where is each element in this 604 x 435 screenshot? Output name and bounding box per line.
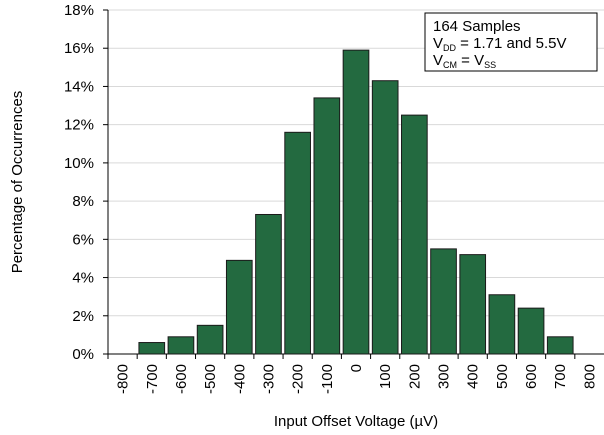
bar: [459, 254, 487, 355]
x-tick-label: 200: [406, 364, 423, 389]
y-tick-label: 16%: [64, 40, 94, 57]
bar: [546, 336, 574, 355]
bar: [371, 80, 399, 355]
bar: [517, 307, 545, 355]
y-tick-label: 8%: [72, 193, 94, 210]
y-tick-label: 2%: [72, 308, 94, 325]
bar: [255, 213, 282, 355]
x-tick-label: -800: [115, 364, 132, 394]
bar: [167, 336, 195, 355]
y-tick-label: 6%: [72, 231, 94, 248]
x-tick-label: 400: [465, 364, 482, 389]
x-tick-label: 100: [377, 364, 394, 389]
x-tick-label: 300: [436, 364, 453, 389]
subscript: CM: [443, 60, 457, 70]
text-segment: V: [433, 52, 443, 69]
x-tick-label: -300: [260, 364, 277, 394]
bar: [401, 114, 428, 355]
y-tick-label: 4%: [72, 270, 94, 287]
y-tick-label: 14%: [64, 78, 94, 95]
x-tick-label: 600: [523, 364, 540, 389]
x-tick-label: -700: [144, 364, 161, 394]
y-axis-label: Percentage of Occurrences: [9, 91, 26, 274]
bar: [225, 259, 253, 355]
bar: [342, 49, 370, 355]
text-segment: V: [433, 35, 443, 52]
x-tick-label: -100: [319, 364, 336, 394]
x-tick-label: 0: [348, 364, 365, 372]
annotation-line: 164 Samples: [433, 18, 521, 35]
subscript: DD: [443, 43, 456, 53]
y-tick-label: 10%: [64, 155, 94, 172]
subscript: SS: [484, 60, 496, 70]
text-segment: = V: [457, 52, 484, 69]
x-axis-label: Input Offset Voltage (µV): [274, 413, 438, 430]
annotation-box: [424, 12, 598, 72]
x-tick-label: -400: [231, 364, 248, 394]
bar: [313, 97, 341, 355]
bar: [488, 294, 516, 355]
bar: [138, 342, 166, 355]
y-tick-label: 18%: [64, 2, 94, 19]
text-segment: 164 Samples: [433, 18, 521, 35]
x-tick-label: 800: [581, 364, 598, 389]
y-tick-label: 12%: [64, 117, 94, 134]
x-tick-label: 700: [552, 364, 569, 389]
bar: [430, 248, 457, 355]
x-tick-label: -500: [202, 364, 219, 394]
bar: [196, 324, 224, 355]
x-tick-label: -200: [290, 364, 307, 394]
annotation-line: VCM = VSS: [433, 52, 496, 70]
bar: [284, 131, 311, 355]
y-tick-label: 0%: [72, 346, 94, 363]
text-segment: = 1.71 and 5.5V: [456, 35, 567, 52]
x-tick-label: -600: [173, 364, 190, 394]
annotation-line: VDD = 1.71 and 5.5V: [433, 35, 567, 53]
x-tick-label: 500: [494, 364, 511, 389]
